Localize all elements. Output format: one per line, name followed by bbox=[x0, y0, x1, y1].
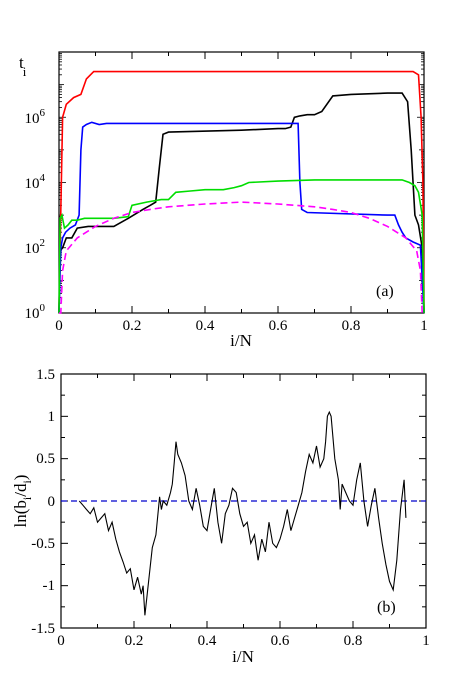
x-tick-label: 0.2 bbox=[125, 633, 144, 649]
y-axis-label-a: ti bbox=[19, 53, 27, 79]
x-tick-label: 0.6 bbox=[271, 633, 290, 649]
x-tick-label: 0.6 bbox=[269, 318, 288, 334]
x-tick-label: 0.8 bbox=[342, 318, 361, 334]
y-tick-label: 100 bbox=[25, 302, 46, 322]
y-tick-label: 106 bbox=[25, 107, 46, 127]
y-tick-label: 102 bbox=[25, 237, 46, 257]
x-tick-label: 0.4 bbox=[198, 633, 217, 649]
series-line-1 bbox=[58, 70, 425, 314]
ticks-a bbox=[58, 52, 425, 314]
x-tick-label: 0.4 bbox=[196, 318, 215, 334]
series-line-5 bbox=[59, 201, 424, 314]
y-tick-label: -1.5 bbox=[31, 621, 55, 637]
x-tick-labels-a: 0 0.2 0.4 0.6 0.8 1 bbox=[55, 318, 428, 334]
x-tick-label: 0.8 bbox=[344, 633, 363, 649]
y-tick-labels-a: 100 102 104 106 bbox=[25, 107, 46, 322]
y-tick-label: 0.5 bbox=[36, 451, 55, 467]
y-tick-label: -1 bbox=[43, 578, 56, 594]
plot-frame-a bbox=[58, 51, 425, 314]
panel-label-a: (a) bbox=[376, 283, 394, 300]
x-tick-label: 0 bbox=[57, 633, 65, 649]
series-line-2 bbox=[58, 92, 425, 314]
x-tick-labels-b: 0 0.2 0.4 0.6 0.8 1 bbox=[57, 633, 430, 649]
y-tick-label: 104 bbox=[25, 172, 46, 192]
x-tick-label: 1 bbox=[422, 633, 430, 649]
series-line-4 bbox=[58, 179, 425, 314]
panel-a: 100 102 104 106 0 0.2 0.4 0.6 0.8 1 i/N … bbox=[19, 51, 428, 350]
ticks-b bbox=[60, 373, 427, 629]
y-tick-label: 0 bbox=[48, 494, 56, 510]
series-line-3 bbox=[58, 121, 425, 314]
x-axis-label-a: i/N bbox=[230, 331, 252, 350]
panel-b: -1.5 -1 -0.5 0 0.5 1 1.5 0 0.2 0.4 0.6 0… bbox=[11, 367, 430, 666]
ratio-series-line-1 bbox=[78, 410, 407, 616]
x-tick-label: 1 bbox=[420, 318, 428, 334]
x-tick-label: 0 bbox=[55, 318, 63, 334]
x-axis-label-b: i/N bbox=[232, 647, 254, 666]
panel-label-b: (b) bbox=[377, 599, 396, 616]
series-group-a bbox=[58, 70, 425, 314]
y-tick-label: -0.5 bbox=[31, 536, 55, 552]
y-tick-label: 1.5 bbox=[36, 367, 55, 383]
y-tick-labels-b: -1.5 -1 -0.5 0 0.5 1 1.5 bbox=[31, 367, 55, 637]
y-tick-label: 1 bbox=[48, 409, 56, 425]
series-group-b bbox=[61, 410, 426, 616]
y-axis-label-b: ln(bi/di) bbox=[11, 475, 34, 528]
x-tick-label: 0.2 bbox=[123, 318, 142, 334]
